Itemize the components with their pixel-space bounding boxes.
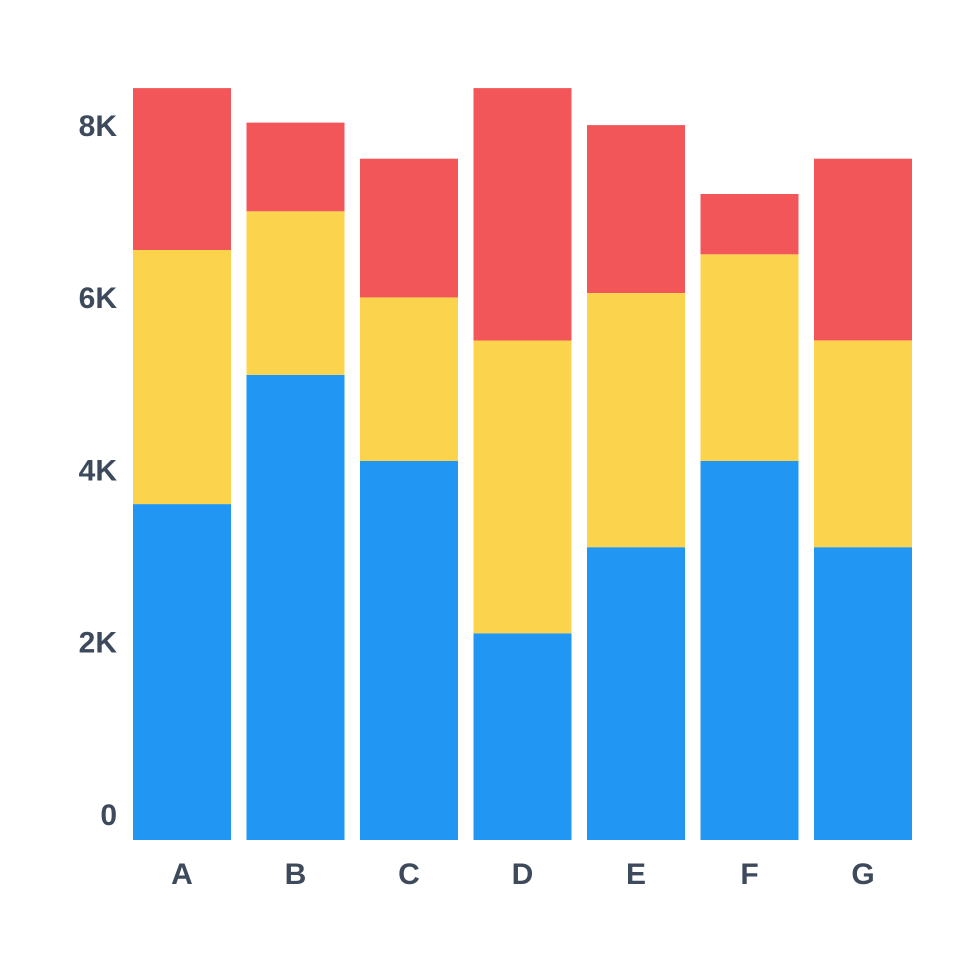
bar-segment-c-3 <box>360 158 458 298</box>
bar-segment-b-1 <box>246 374 345 840</box>
y-tick-label: 0 <box>100 799 117 832</box>
bar-segment-g-3 <box>814 158 912 341</box>
bar-segment-f-3 <box>700 194 799 255</box>
bar-segment-g-1 <box>814 547 912 840</box>
y-tick-label: 4K <box>79 455 118 488</box>
bar-segment-c-1 <box>360 461 458 840</box>
x-tick-label: F <box>740 858 758 891</box>
bar-segment-e-1 <box>587 547 685 840</box>
x-tick-label: B <box>285 858 307 891</box>
bar-segment-e-3 <box>587 125 685 293</box>
y-axis: 0 2K 4K 6K 8K <box>79 110 118 832</box>
x-tick-label: C <box>398 858 420 891</box>
bar-segment-d-2 <box>473 340 572 634</box>
x-tick-label: D <box>512 858 534 891</box>
x-tick-label: G <box>851 858 874 891</box>
x-tick-label: A <box>171 858 193 891</box>
bar-segment-e-2 <box>587 293 685 548</box>
bar-segment-c-2 <box>360 297 458 461</box>
bars <box>133 88 912 840</box>
bar-segment-a-2 <box>133 250 231 505</box>
bar-segment-d-1 <box>473 633 572 840</box>
bar-segment-b-2 <box>246 211 345 375</box>
bar-segment-b-3 <box>246 122 345 212</box>
bar-segment-a-3 <box>133 88 231 250</box>
y-tick-label: 8K <box>79 110 118 143</box>
y-tick-label: 2K <box>79 627 118 660</box>
x-axis: A B C D E F G <box>171 858 875 891</box>
bar-segment-a-1 <box>133 504 231 840</box>
bar-segment-g-2 <box>814 340 912 548</box>
bar-segment-f-2 <box>700 254 799 461</box>
y-tick-label: 6K <box>79 282 118 315</box>
x-tick-label: E <box>626 858 646 891</box>
bar-segment-d-3 <box>473 88 572 341</box>
bar-segment-f-1 <box>700 461 799 840</box>
